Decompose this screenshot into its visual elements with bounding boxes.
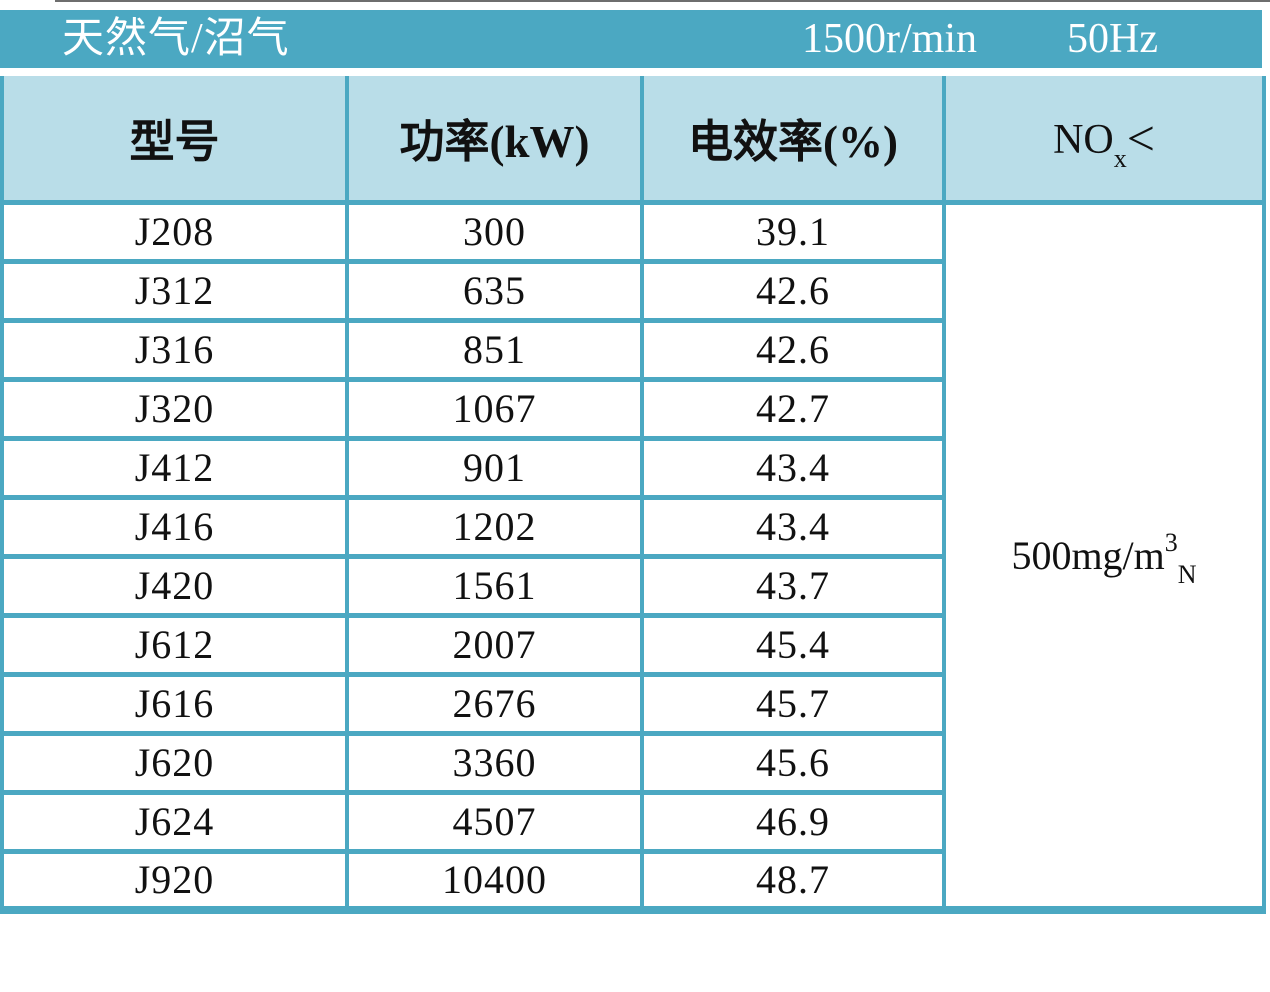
efficiency-cell: 46.9	[640, 789, 946, 854]
model-cell: J620	[0, 730, 349, 795]
table-title-bar: 天然气/沼气 1500r/min 50Hz	[0, 10, 1262, 68]
power-cell: 1561	[345, 553, 644, 618]
engine-speed-label: 1500r/min	[802, 16, 978, 62]
fuel-type-label: 天然气/沼气	[62, 16, 290, 62]
power-cell: 4507	[345, 789, 644, 854]
model-cell: J416	[0, 494, 349, 559]
efficiency-cell: 39.1	[640, 199, 946, 264]
table-row: J420 1561 43.7	[0, 553, 1264, 618]
efficiency-cell: 42.6	[640, 317, 946, 382]
table-row: J416 1202 43.4	[0, 494, 1264, 559]
model-cell: J316	[0, 317, 349, 382]
nox-limit-cell: 500mg/m3N	[942, 199, 1266, 914]
table-row: J920 10400 48.7	[0, 848, 1264, 914]
model-cell: J208	[0, 199, 349, 264]
efficiency-cell: 45.6	[640, 730, 946, 795]
table-row: J208 300 39.1 500mg/m3N	[0, 199, 1266, 914]
top-rule	[55, 0, 1270, 2]
col-header-nox: NOx<	[942, 76, 1266, 205]
efficiency-cell: 43.4	[640, 494, 946, 559]
col-header-power: 功率(kW)	[345, 76, 644, 205]
model-cell: J312	[0, 258, 349, 323]
power-cell: 3360	[345, 730, 644, 795]
power-cell: 300	[345, 199, 644, 264]
table-row: J620 3360 45.6	[0, 730, 1264, 795]
power-cell: 10400	[345, 848, 644, 914]
nox-limit-subscript: N	[1177, 559, 1197, 589]
efficiency-cell: 42.7	[640, 376, 946, 441]
col-header-efficiency: 电效率(%)	[640, 76, 946, 205]
table-row: J320 1067 42.7	[0, 376, 1264, 441]
efficiency-cell: 45.7	[640, 671, 946, 736]
header-row: 型号 功率(kW) 电效率(%) NOx<	[0, 76, 1266, 205]
efficiency-cell: 43.7	[640, 553, 946, 618]
efficiency-cell: 48.7	[640, 848, 946, 914]
model-cell: J320	[0, 376, 349, 441]
model-cell: J624	[0, 789, 349, 854]
table-row: J616 2676 45.7	[0, 671, 1264, 736]
efficiency-cell: 45.4	[640, 612, 946, 677]
model-cell: J420	[0, 553, 349, 618]
power-cell: 1067	[345, 376, 644, 441]
power-cell: 851	[345, 317, 644, 382]
model-cell: J920	[0, 848, 349, 914]
col-header-model: 型号	[0, 76, 349, 205]
nox-limit-value: 500mg/m	[1011, 532, 1165, 578]
model-cell: J616	[0, 671, 349, 736]
power-cell: 2007	[345, 612, 644, 677]
engine-spec-table: 型号 功率(kW) 电效率(%) NOx< J208 300 39.1 500m…	[0, 76, 1266, 914]
table-row: J312 635 42.6	[0, 258, 1264, 323]
nox-label-base: NO	[1053, 116, 1114, 163]
efficiency-cell: 42.6	[640, 258, 946, 323]
table-row: J624 4507 46.9	[0, 789, 1264, 854]
frequency-label: 50Hz	[1067, 16, 1158, 62]
less-than-icon: <	[1126, 109, 1155, 166]
power-cell: 2676	[345, 671, 644, 736]
power-cell: 635	[345, 258, 644, 323]
model-cell: J412	[0, 435, 349, 500]
power-cell: 1202	[345, 494, 644, 559]
table-row: J612 2007 45.4	[0, 612, 1264, 677]
efficiency-cell: 43.4	[640, 435, 946, 500]
model-cell: J612	[0, 612, 349, 677]
table-row: J412 901 43.4	[0, 435, 1264, 500]
table-row: J316 851 42.6	[0, 317, 1264, 382]
nox-label-subscript: x	[1113, 143, 1127, 173]
power-cell: 901	[345, 435, 644, 500]
nox-limit-superscript: 3	[1164, 527, 1178, 557]
